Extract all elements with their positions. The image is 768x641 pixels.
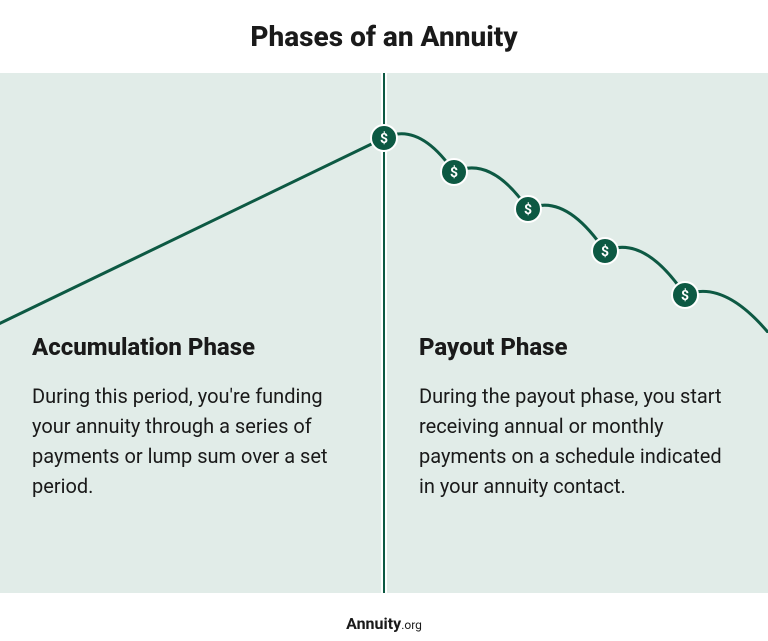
footer-suffix: .org: [401, 618, 422, 632]
phase-divider: [383, 73, 385, 593]
title-bar: Phases of an Annuity: [0, 0, 768, 73]
phases-area: Accumulation Phase During this period, y…: [0, 73, 768, 593]
page-title: Phases of an Annuity: [0, 20, 768, 53]
infographic-container: Phases of an Annuity Accumulation Phase …: [0, 0, 768, 641]
payout-panel: Payout Phase During the payout phase, yo…: [387, 73, 768, 593]
payout-title: Payout Phase: [419, 333, 736, 361]
footer: Annuity.org: [0, 614, 768, 633]
accumulation-panel: Accumulation Phase During this period, y…: [0, 73, 381, 593]
accumulation-desc: During this period, you're funding your …: [32, 381, 349, 501]
accumulation-title: Accumulation Phase: [32, 333, 349, 361]
footer-brand: Annuity: [346, 614, 401, 633]
payout-desc: During the payout phase, you start recei…: [419, 381, 736, 501]
